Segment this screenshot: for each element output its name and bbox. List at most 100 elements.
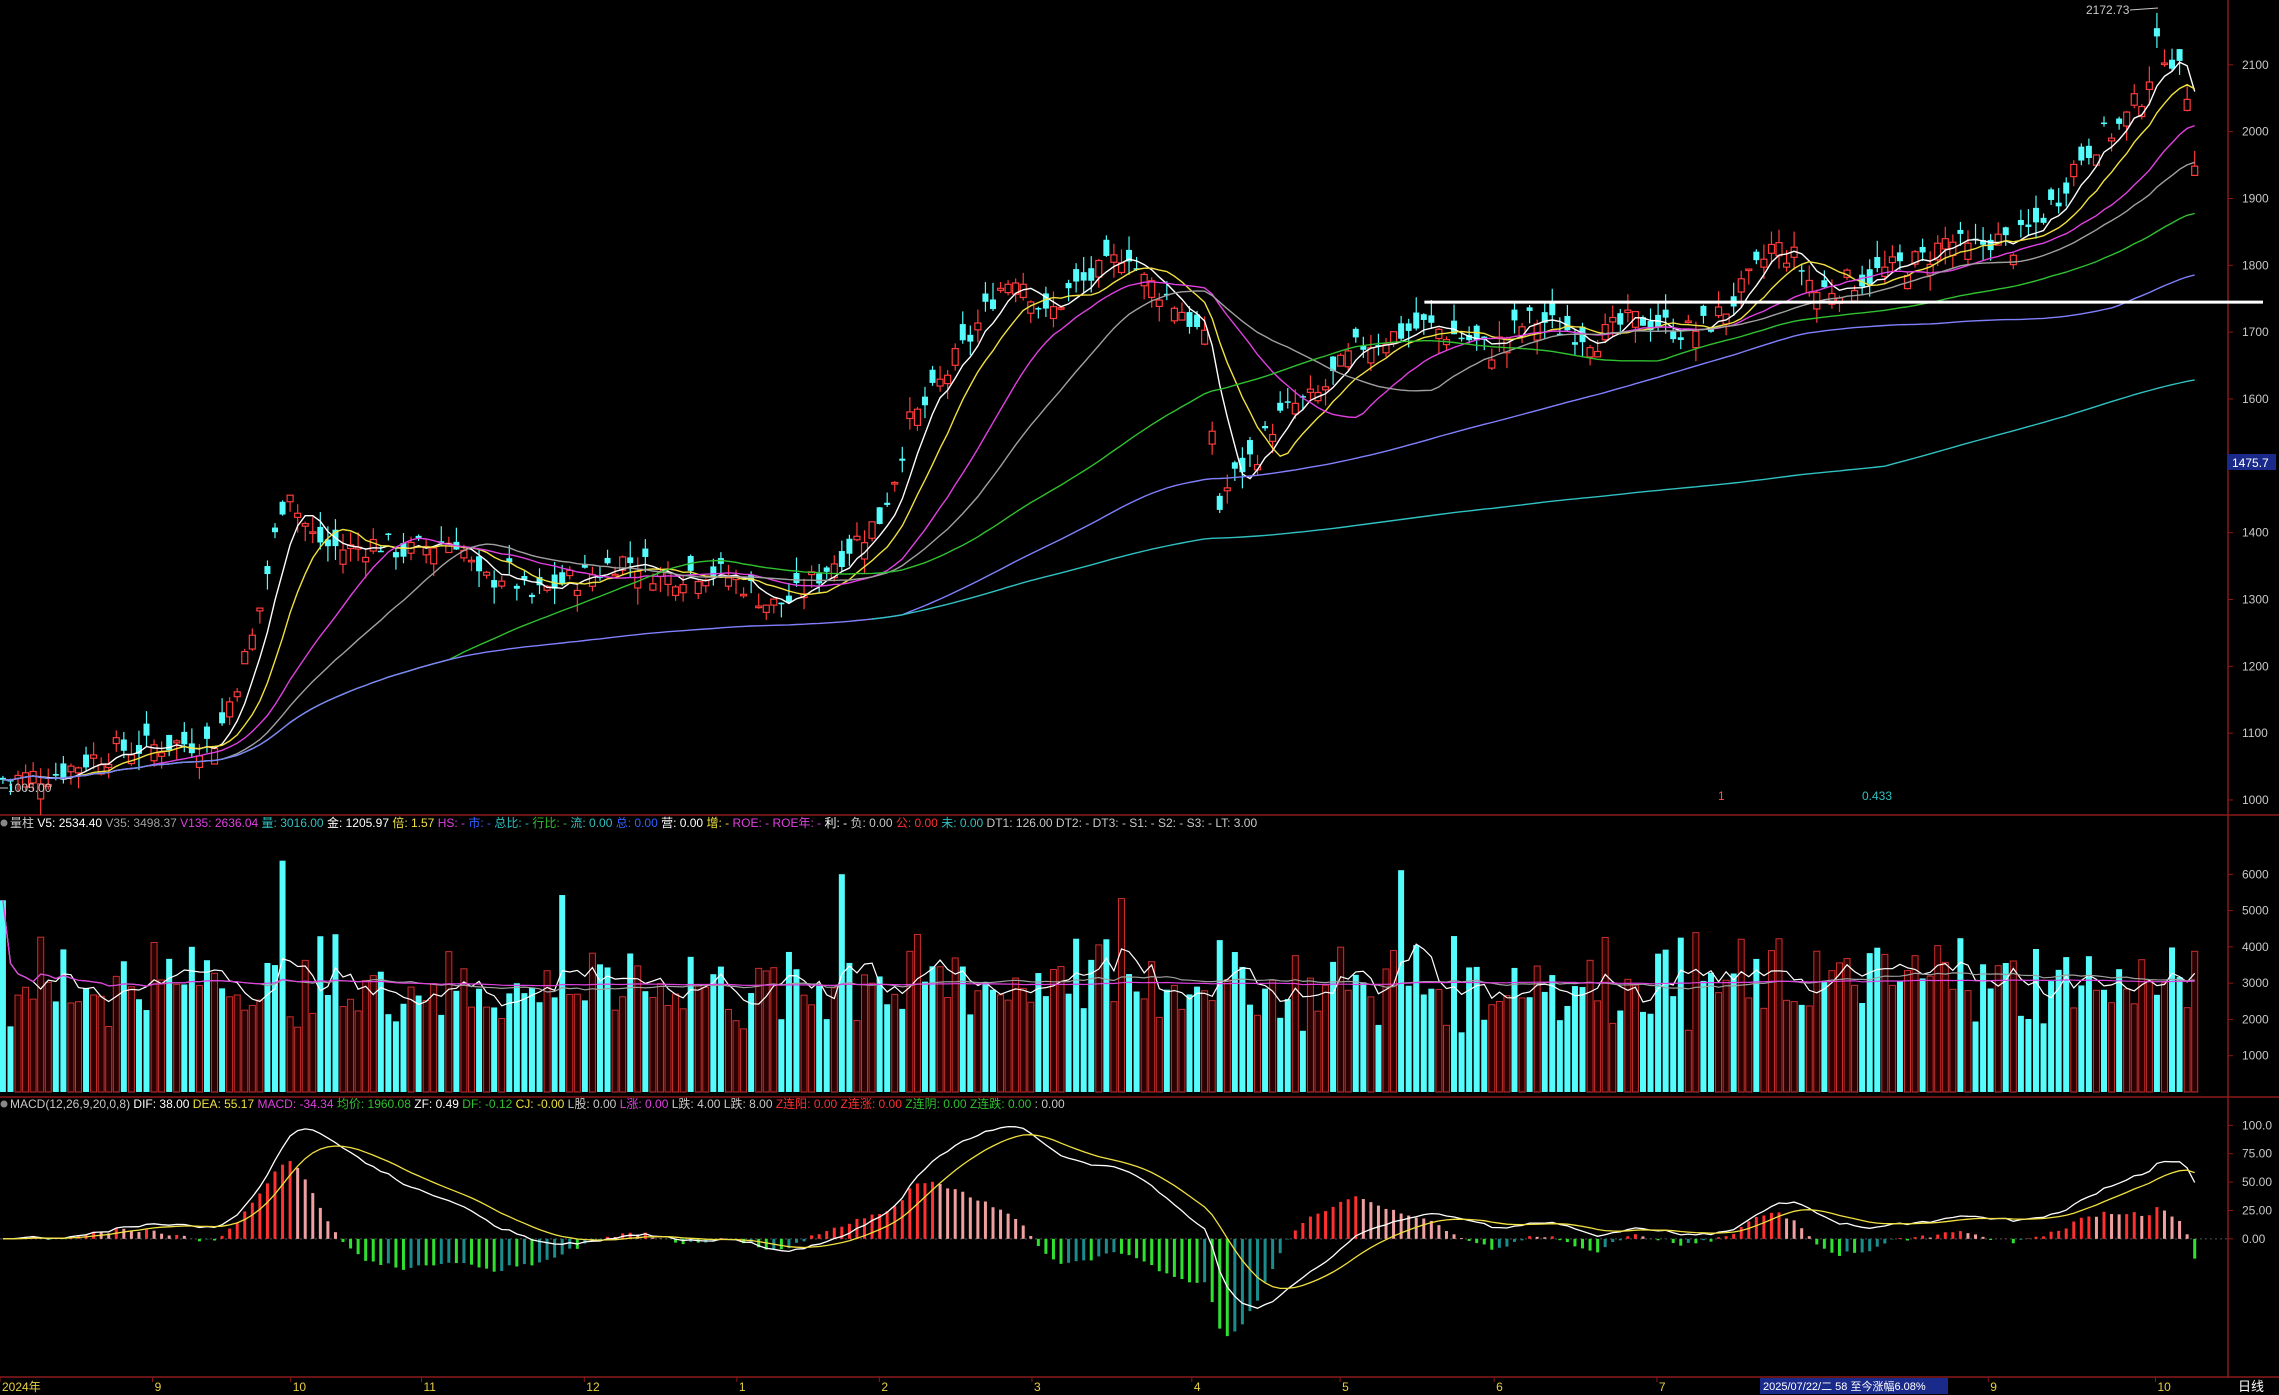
volume-bar[interactable] bbox=[241, 1009, 249, 1093]
volume-bar[interactable] bbox=[286, 1016, 294, 1093]
candle[interactable] bbox=[324, 539, 331, 547]
volume-bar[interactable] bbox=[656, 983, 664, 1093]
volume-bar[interactable] bbox=[1481, 1019, 1488, 1092]
candle[interactable] bbox=[392, 552, 399, 558]
volume-bar[interactable] bbox=[120, 961, 127, 1092]
volume-bar[interactable] bbox=[1775, 938, 1783, 1093]
volume-bar[interactable] bbox=[2176, 977, 2183, 1092]
candle[interactable] bbox=[1798, 270, 1805, 272]
macd-indicator-icon[interactable] bbox=[0, 1100, 8, 1108]
candle[interactable] bbox=[611, 573, 619, 577]
candle[interactable] bbox=[982, 293, 989, 302]
volume-bar[interactable] bbox=[1964, 990, 1972, 1093]
volume-bar[interactable] bbox=[906, 950, 914, 1093]
volume-bar[interactable] bbox=[2153, 994, 2160, 1092]
volume-bar[interactable] bbox=[0, 900, 6, 1092]
volume-bar[interactable] bbox=[816, 985, 823, 1092]
volume-bar[interactable] bbox=[899, 1008, 906, 1092]
candle[interactable] bbox=[906, 411, 914, 420]
volume-bar[interactable] bbox=[1828, 970, 1836, 1093]
volume-bar[interactable] bbox=[1631, 984, 1639, 1093]
candle[interactable] bbox=[1631, 310, 1640, 328]
candle[interactable] bbox=[60, 763, 67, 780]
volume-bar[interactable] bbox=[1088, 959, 1095, 1092]
candle[interactable] bbox=[498, 580, 506, 587]
candle[interactable] bbox=[127, 754, 135, 765]
volume-bar[interactable] bbox=[1881, 953, 1889, 1093]
volume-bar[interactable] bbox=[1639, 1011, 1646, 1092]
candle[interactable] bbox=[271, 527, 278, 533]
volume-bar[interactable] bbox=[913, 933, 921, 1093]
volume-bar[interactable] bbox=[1314, 1010, 1322, 1093]
candle[interactable] bbox=[438, 541, 445, 544]
volume-bar[interactable] bbox=[1888, 984, 1896, 1093]
volume-bar[interactable] bbox=[385, 1014, 392, 1092]
candle[interactable] bbox=[1677, 337, 1684, 340]
candle[interactable] bbox=[521, 575, 528, 580]
volume-bar[interactable] bbox=[1805, 1005, 1813, 1093]
volume-bar[interactable] bbox=[1103, 939, 1110, 1092]
candle[interactable] bbox=[241, 650, 249, 665]
candle[interactable] bbox=[1488, 359, 1496, 369]
volume-bar[interactable] bbox=[1117, 898, 1125, 1093]
candle[interactable] bbox=[1208, 430, 1216, 445]
candle[interactable] bbox=[1148, 280, 1156, 298]
volume-bar[interactable] bbox=[1239, 966, 1246, 1092]
volume-bar[interactable] bbox=[642, 991, 649, 1092]
volume-bar[interactable] bbox=[1934, 945, 1942, 1093]
volume-bar[interactable] bbox=[1957, 938, 1964, 1092]
volume-bar[interactable] bbox=[755, 967, 763, 1093]
candle[interactable] bbox=[1662, 309, 1669, 318]
candle[interactable] bbox=[642, 548, 649, 557]
volume-bar[interactable] bbox=[559, 895, 566, 1092]
volume-bar[interactable] bbox=[1042, 996, 1049, 1092]
volume-bar[interactable] bbox=[1617, 1010, 1624, 1092]
volume-bar[interactable] bbox=[929, 966, 936, 1092]
volume-bar[interactable] bbox=[2055, 969, 2062, 1092]
volume-bar[interactable] bbox=[604, 967, 611, 1092]
candle[interactable] bbox=[2101, 122, 2108, 125]
volume-bar[interactable] bbox=[362, 979, 370, 1093]
volume-bar[interactable] bbox=[2138, 959, 2146, 1093]
volume-bar[interactable] bbox=[679, 1008, 687, 1093]
volume-bar[interactable] bbox=[724, 1008, 732, 1093]
candle[interactable] bbox=[415, 535, 422, 539]
candle[interactable] bbox=[1896, 252, 1903, 262]
volume-bar[interactable] bbox=[2169, 947, 2176, 1092]
candle[interactable] bbox=[2078, 146, 2085, 161]
candle[interactable] bbox=[203, 726, 210, 739]
candle[interactable] bbox=[44, 783, 52, 787]
candle[interactable] bbox=[400, 543, 407, 557]
volume-bar[interactable] bbox=[1473, 966, 1480, 1092]
volume-bar[interactable] bbox=[2063, 957, 2070, 1092]
candle[interactable] bbox=[944, 374, 952, 385]
volume-bar[interactable] bbox=[997, 994, 1005, 1093]
candle[interactable] bbox=[1466, 334, 1473, 341]
volume-bar[interactable] bbox=[1140, 998, 1148, 1093]
candle[interactable] bbox=[974, 322, 982, 331]
volume-bar[interactable] bbox=[74, 1001, 82, 1093]
volume-bar[interactable] bbox=[1306, 977, 1314, 1093]
volume-bar[interactable] bbox=[649, 996, 657, 1093]
volume-bar[interactable] bbox=[2009, 960, 2017, 1093]
volume-bar[interactable] bbox=[536, 1002, 543, 1092]
volume-bar[interactable] bbox=[1004, 999, 1012, 1093]
volume-bar[interactable] bbox=[1194, 986, 1201, 1092]
volume-bar[interactable] bbox=[1737, 938, 1745, 1093]
candle[interactable] bbox=[1269, 433, 1277, 442]
volume-bar[interactable] bbox=[1662, 949, 1669, 1092]
volume-bar[interactable] bbox=[67, 1002, 75, 1093]
volume-bar[interactable] bbox=[1874, 947, 1881, 1092]
candle[interactable] bbox=[755, 605, 763, 609]
candle[interactable] bbox=[1428, 315, 1435, 323]
volume-bar[interactable] bbox=[354, 1010, 362, 1093]
candle[interactable] bbox=[1155, 299, 1163, 307]
volume-bar[interactable] bbox=[1843, 958, 1851, 1093]
candle[interactable] bbox=[959, 324, 966, 341]
candle[interactable] bbox=[0, 777, 6, 780]
volume-bar[interactable] bbox=[188, 946, 195, 1092]
volume-bar[interactable] bbox=[1586, 959, 1594, 1093]
volume-bar[interactable] bbox=[800, 994, 808, 1093]
volume-bar[interactable] bbox=[989, 989, 996, 1092]
volume-bar[interactable] bbox=[1277, 1017, 1284, 1092]
